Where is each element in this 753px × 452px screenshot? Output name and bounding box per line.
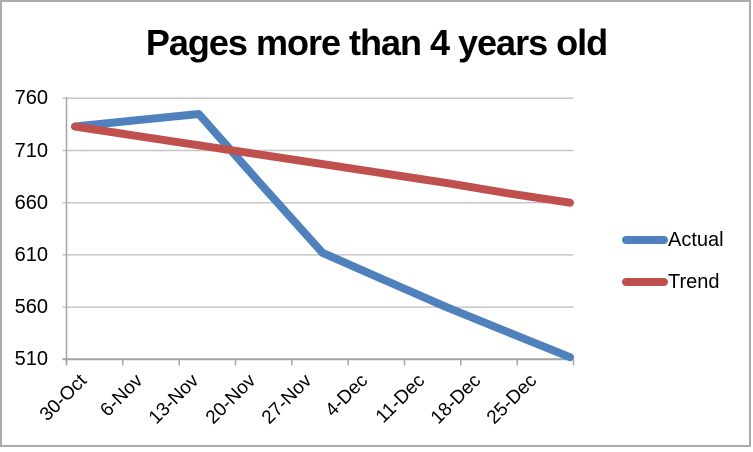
y-tick-label: 610: [14, 243, 48, 266]
chart-title: Pages more than 4 years old: [145, 22, 608, 63]
legend-label-actual: Actual: [668, 229, 724, 251]
series-line-actual: [71, 110, 574, 362]
series-line-trend: [71, 122, 574, 207]
y-tick-label: 760: [14, 87, 48, 110]
legend-label-trend: Trend: [668, 271, 720, 293]
y-tick-label: 560: [14, 296, 48, 319]
y-tick-label: 510: [14, 348, 48, 371]
y-tick-label: 660: [14, 191, 48, 214]
y-tick-label: 710: [14, 139, 48, 162]
